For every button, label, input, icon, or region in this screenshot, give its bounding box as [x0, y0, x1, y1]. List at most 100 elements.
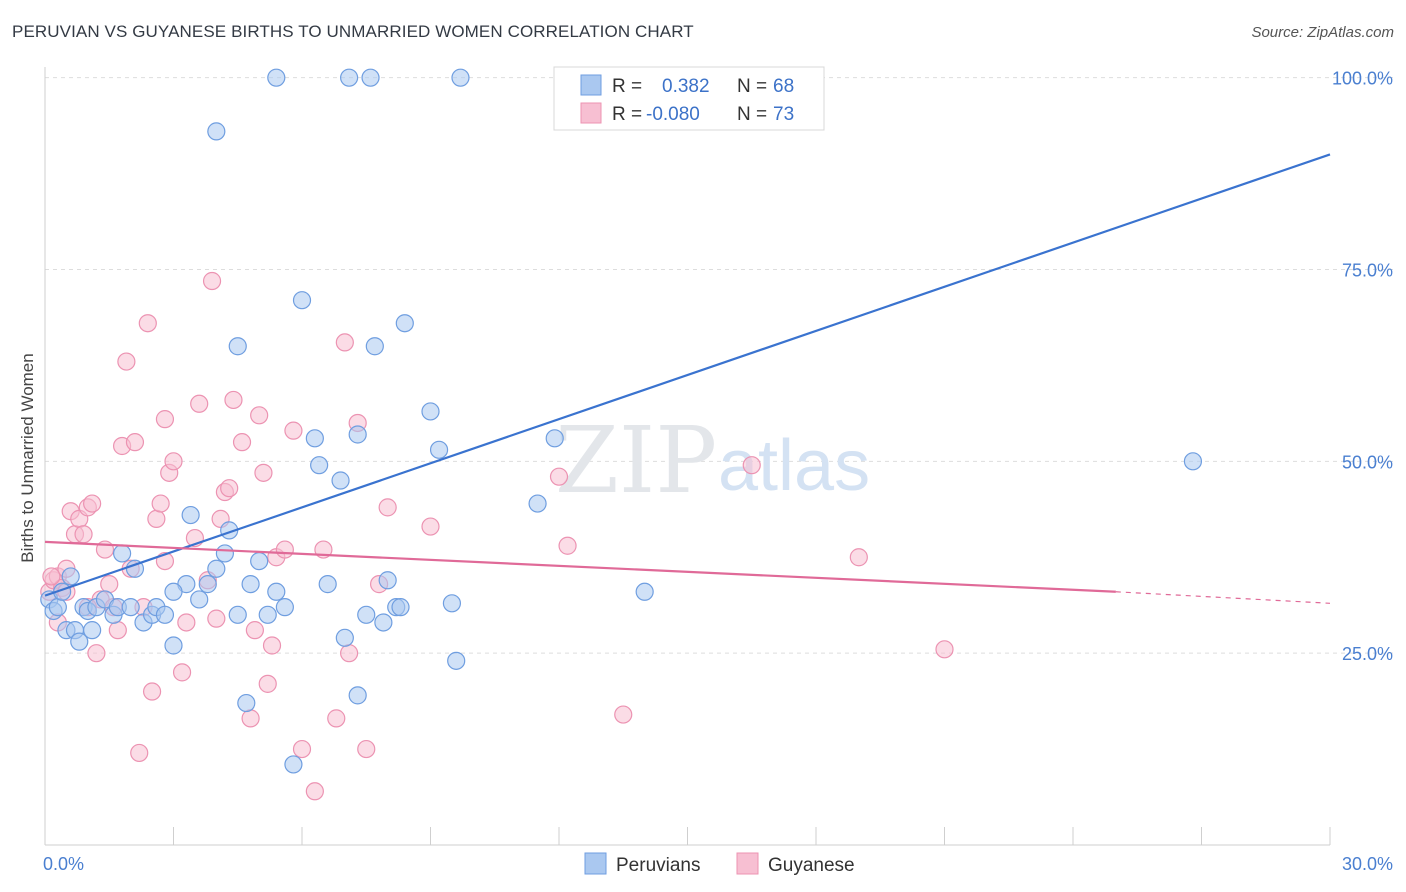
trend-lines — [44, 153, 1331, 604]
data-point-guyanese — [742, 456, 761, 475]
data-point-guyanese — [549, 467, 569, 486]
data-point-guyanese — [164, 452, 183, 471]
data-point-peruvians — [258, 605, 277, 624]
data-point-peruvians — [528, 494, 547, 513]
watermark: ZIP atlas — [555, 407, 870, 514]
data-point-guyanese — [207, 609, 226, 628]
data-point-guyanese — [151, 494, 170, 513]
x-tick-label: 0.0% — [43, 854, 84, 874]
data-point-guyanese — [232, 433, 252, 452]
data-point-guyanese — [849, 548, 868, 567]
data-point-guyanese — [147, 509, 166, 528]
legend-swatch-pink — [580, 102, 602, 124]
grid-lines — [45, 77, 1393, 654]
data-point-guyanese — [245, 621, 264, 640]
data-point-peruvians — [207, 122, 226, 141]
data-point-guyanese — [155, 410, 175, 429]
data-point-guyanese — [558, 536, 577, 555]
x-tick-label: 30.0% — [1342, 854, 1393, 874]
legend-n-label: N = — [737, 76, 767, 97]
data-point-guyanese — [275, 540, 294, 559]
legend-r-label: R = — [612, 104, 642, 125]
data-point-peruvians — [83, 621, 102, 640]
data-point-peruvians — [190, 590, 209, 609]
legend-n-value: 73 — [773, 104, 794, 125]
legend-swatch-blue — [580, 74, 602, 96]
data-point-peruvians — [374, 613, 393, 632]
data-point-peruvians — [635, 582, 654, 601]
data-point-peruvians — [429, 440, 449, 459]
data-point-peruvians — [228, 337, 247, 356]
data-point-peruvians — [305, 429, 324, 448]
legend-label-peruvians: Peruvians — [616, 855, 701, 876]
data-point-guyanese — [378, 498, 397, 517]
data-point-guyanese — [108, 621, 127, 640]
data-point-peruvians — [365, 337, 384, 356]
watermark-zip: ZIP — [555, 407, 717, 514]
data-point-guyanese — [100, 575, 119, 594]
data-points — [40, 68, 1203, 801]
data-point-guyanese — [292, 739, 312, 759]
trend-line-guyanese-extension — [1115, 591, 1331, 604]
data-point-peruvians — [164, 636, 183, 655]
legend-r-value: -0.080 — [646, 104, 700, 125]
data-point-peruvians — [318, 575, 337, 594]
data-point-peruvians — [164, 582, 183, 601]
data-point-guyanese — [340, 644, 359, 663]
data-point-peruvians — [442, 594, 462, 613]
data-point-peruvians — [335, 628, 354, 647]
data-point-peruvians — [284, 755, 303, 774]
data-point-peruvians — [267, 68, 286, 87]
data-point-peruvians — [267, 582, 286, 601]
legend-n-value: 68 — [773, 76, 794, 97]
legend-r-label: R = — [612, 76, 642, 97]
data-point-guyanese — [42, 567, 61, 586]
data-point-guyanese — [130, 743, 149, 763]
series-legend: Peruvians Guyanese — [584, 852, 855, 876]
data-point-guyanese — [614, 705, 633, 724]
data-point-guyanese — [327, 709, 346, 728]
data-point-peruvians — [395, 314, 414, 333]
data-point-guyanese — [177, 613, 196, 632]
data-point-peruvians — [61, 567, 80, 586]
data-point-guyanese — [421, 517, 440, 536]
trend-line-guyanese — [44, 540, 1116, 593]
data-point-guyanese — [250, 406, 269, 425]
data-point-peruvians — [207, 559, 226, 578]
data-point-guyanese — [74, 525, 93, 544]
legend-swatch-peruvians — [584, 852, 607, 875]
data-point-peruvians — [421, 402, 440, 421]
data-point-peruvians — [391, 598, 410, 617]
data-point-peruvians — [545, 429, 564, 448]
legend-swatch-guyanese — [736, 852, 759, 875]
trend-line-peruvians — [44, 153, 1331, 597]
data-point-guyanese — [172, 663, 192, 682]
data-point-peruvians — [348, 425, 367, 444]
data-point-peruvians — [275, 598, 294, 617]
axes — [44, 67, 1331, 846]
data-point-guyanese — [241, 709, 260, 728]
y-tick-label: 25.0% — [1342, 644, 1393, 664]
chart-title: PERUVIAN VS GUYANESE BIRTHS TO UNMARRIED… — [12, 22, 694, 41]
y-axis-label: Births to Unmarried Women — [18, 353, 37, 562]
data-point-guyanese — [117, 352, 136, 371]
watermark-atlas: atlas — [718, 426, 870, 506]
data-point-peruvians — [451, 68, 470, 87]
data-point-guyanese — [224, 390, 243, 410]
data-point-peruvians — [378, 571, 397, 590]
data-point-guyanese — [202, 271, 222, 291]
y-tick-label: 100.0% — [1332, 69, 1393, 89]
data-point-guyanese — [190, 394, 209, 413]
data-point-guyanese — [305, 782, 324, 801]
data-point-peruvians — [228, 605, 247, 624]
data-point-guyanese — [258, 674, 277, 693]
data-point-guyanese — [284, 421, 303, 440]
correlation-legend: R = 0.382 N = 68 R = -0.080 N = 73 — [553, 66, 825, 131]
data-point-peruvians — [447, 651, 466, 670]
legend-n-label: N = — [737, 104, 767, 125]
data-point-guyanese — [254, 463, 273, 482]
data-point-peruvians — [181, 505, 200, 525]
data-point-peruvians — [198, 575, 217, 594]
y-tick-label: 75.0% — [1342, 261, 1393, 281]
